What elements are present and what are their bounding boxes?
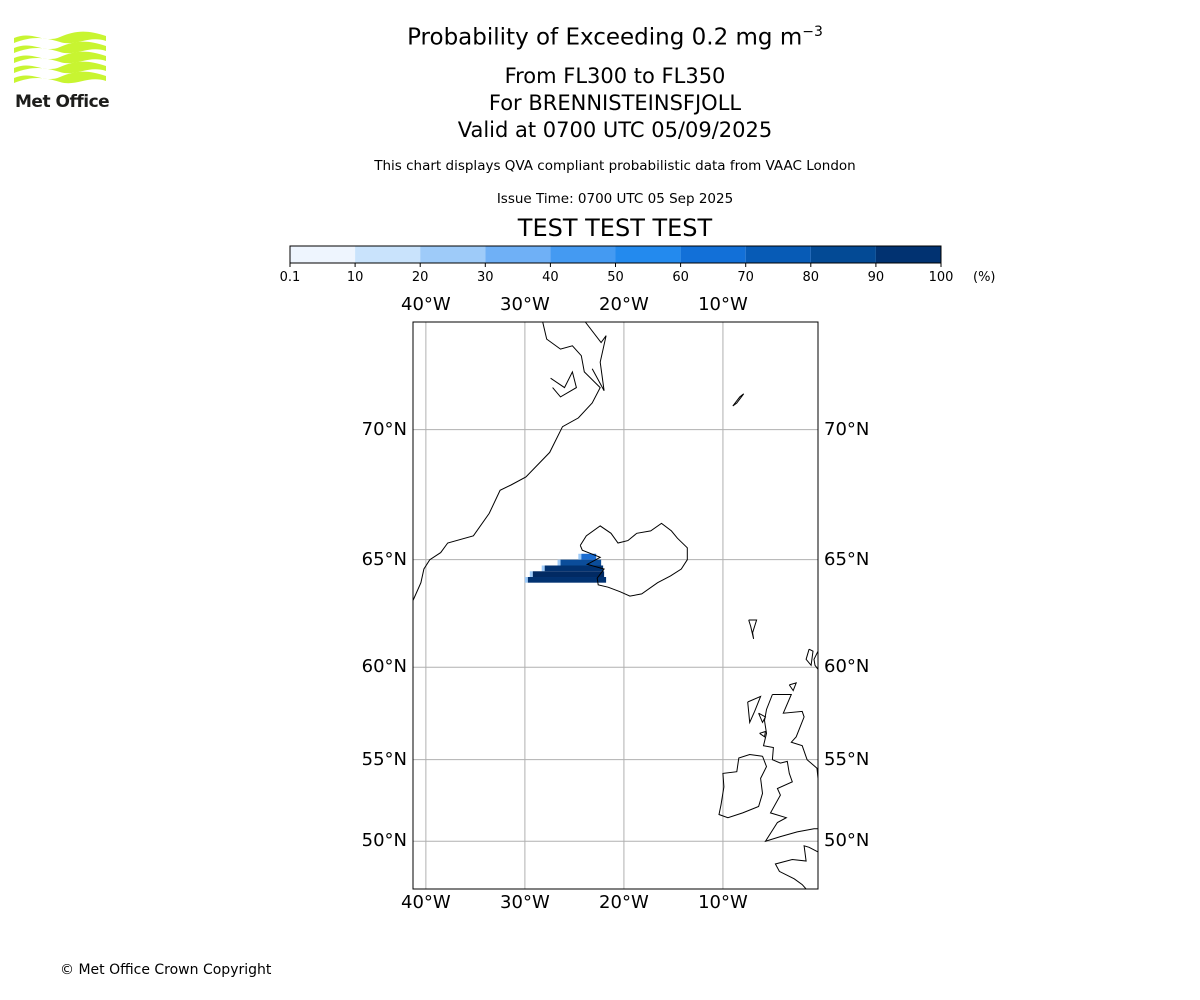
- map-axis-label: 40°W: [401, 294, 451, 315]
- chart-title: Probability of Exceeding 0.2 mg m−3: [407, 24, 823, 51]
- colorbar-swatch: [875, 246, 941, 263]
- colorbar-tick-label: 20: [411, 270, 429, 285]
- colorbar-tick-label: 100: [928, 270, 954, 285]
- ash-cloud-cell: [532, 571, 605, 578]
- level-range: From FL300 to FL350: [504, 64, 726, 88]
- map-axis-label: 55°N: [824, 748, 870, 770]
- logo-wave: [14, 51, 106, 64]
- coastline: [788, 682, 798, 692]
- qva-note: This chart displays QVA compliant probab…: [374, 158, 856, 174]
- colorbar-tick-label: 0.1: [279, 270, 301, 285]
- test-banner: TEST TEST TEST: [517, 214, 713, 242]
- map-axis-label: 55°N: [361, 748, 407, 770]
- coastline: [718, 753, 768, 819]
- copyright: © Met Office Crown Copyright: [60, 962, 272, 978]
- colorbar-swatch: [680, 246, 746, 263]
- coastline: [762, 694, 818, 843]
- ash-cloud-cell: [560, 559, 602, 566]
- colorbar-tick-label: 70: [737, 270, 754, 285]
- colorbar-swatch: [485, 246, 551, 263]
- colorbar-tick-label: 80: [802, 270, 820, 285]
- map-axis-label: 20°W: [599, 294, 649, 315]
- coastline: [759, 730, 767, 738]
- colorbar-swatch: [420, 246, 486, 263]
- map-axis-label: 50°N: [824, 830, 870, 852]
- ash-cloud-cell: [527, 577, 607, 583]
- map-axis-label: 30°W: [500, 294, 550, 315]
- colorbar-swatch: [355, 246, 421, 263]
- coastline: [579, 522, 688, 597]
- coastline: [747, 695, 762, 725]
- logo-wave: [14, 41, 106, 54]
- coastline: [805, 648, 814, 667]
- colorbar-tick-label: 30: [477, 270, 494, 285]
- coastline: [412, 321, 601, 601]
- logo-wave: [14, 31, 106, 44]
- colorbar-swatch: [290, 246, 356, 263]
- coastline: [550, 370, 577, 398]
- colorbar-tick-label: 40: [542, 270, 559, 285]
- colorbar-swatch: [810, 246, 876, 263]
- colorbar-tick-label: 10: [346, 270, 364, 285]
- coastline: [748, 619, 758, 640]
- map-axis-label: 50°N: [361, 830, 407, 852]
- logo-text: Met Office: [15, 92, 110, 112]
- ash-cloud-cell: [544, 565, 604, 572]
- coastline: [584, 321, 607, 391]
- colorbar-tick-label: 60: [672, 270, 689, 285]
- map-axis-label: 65°N: [361, 548, 407, 570]
- colorbar-unit: (%): [973, 270, 996, 285]
- logo-wave: [14, 71, 106, 84]
- coastline: [758, 712, 767, 724]
- volcano-name: For BRENNISTEINSFJOLL: [488, 91, 742, 115]
- met-office-logo-icon: [14, 31, 106, 84]
- valid-time: Valid at 0700 UTC 05/09/2025: [457, 118, 773, 142]
- coastline: [813, 650, 819, 670]
- map-axis-label: 10°W: [698, 294, 748, 315]
- colorbar-swatch: [550, 246, 616, 263]
- colorbar: 0.1 10 20 30 40 50 60 70 80 90 100 (%): [0, 0, 1200, 300]
- map-axis-label: 70°N: [824, 418, 870, 440]
- colorbar-swatches: [289, 245, 942, 267]
- coastline: [772, 694, 819, 779]
- map-axis-label: 60°N: [361, 656, 407, 678]
- issue-time: Issue Time: 0700 UTC 05 Sep 2025: [496, 191, 734, 207]
- ash-cloud-cell: [581, 553, 597, 560]
- map-axis-label: 40°W: [401, 892, 451, 913]
- map-axis-label: 30°W: [500, 892, 550, 913]
- colorbar-swatch: [615, 246, 681, 263]
- map-axis-label: 20°W: [599, 892, 649, 913]
- logo-wave: [14, 61, 106, 74]
- map-axis-label: 10°W: [698, 892, 748, 913]
- map-axis-label: 60°N: [824, 656, 870, 678]
- map-frame: [412, 321, 819, 890]
- map-axis-label: 65°N: [824, 548, 870, 570]
- colorbar-tick-label: 90: [867, 270, 885, 285]
- coastline: [732, 393, 745, 407]
- colorbar-tick-label: 50: [607, 270, 624, 285]
- coastline: [774, 845, 819, 890]
- map-axis-label: 70°N: [361, 418, 407, 440]
- colorbar-swatch: [745, 246, 811, 263]
